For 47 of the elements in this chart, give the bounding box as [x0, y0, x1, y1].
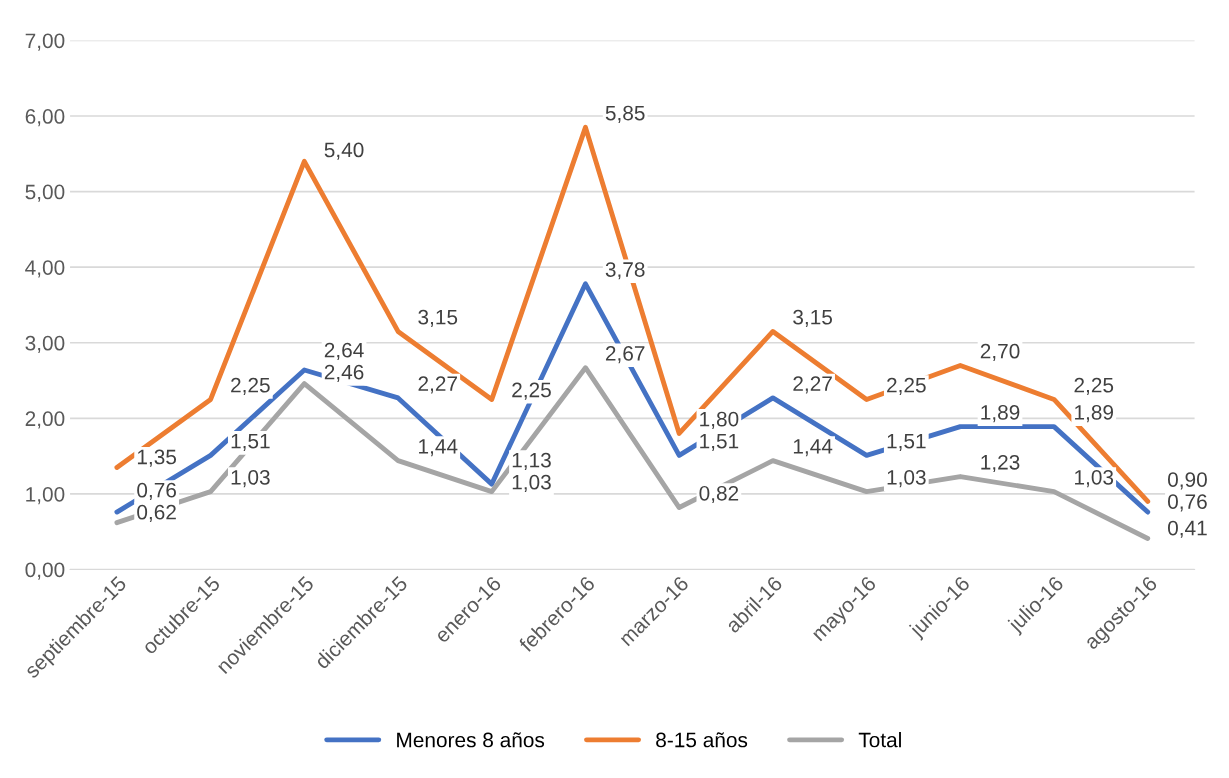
data-label: 1,23: [981, 454, 1020, 473]
data-label: 1,89: [1075, 405, 1114, 423]
data-label: 2,25: [231, 377, 270, 395]
y-tick-label: 4,00: [25, 260, 65, 278]
data-label: 3,15: [418, 309, 458, 327]
line-series: [114, 124, 1151, 504]
data-label: 2,64: [324, 342, 364, 360]
data-label: 5,40: [324, 142, 364, 160]
data-label: 2,67: [605, 346, 645, 364]
legend-label: Total: [858, 732, 901, 748]
data-label: 2,25: [512, 382, 551, 400]
legend-label: 8-15 años: [656, 732, 748, 748]
data-label: 0,90: [1167, 472, 1207, 490]
data-label: 1,03: [512, 474, 551, 493]
data-label: 1,03: [887, 469, 926, 488]
y-tick-label: 2,00: [25, 411, 65, 429]
data-label: 1,89: [981, 405, 1020, 423]
data-label: 1,35: [137, 449, 177, 467]
y-tick-label: 7,00: [25, 33, 65, 51]
legend-label: Menores 8 años: [397, 732, 545, 748]
data-label: 1,44: [793, 439, 833, 457]
y-tick-label: 3,00: [25, 335, 65, 353]
data-label: 0,76: [1167, 494, 1207, 512]
data-label: 2,70: [980, 343, 1020, 361]
data-label: 1,13: [512, 452, 551, 471]
data-label: 2,25: [1074, 377, 1114, 395]
data-label: 3,15: [793, 309, 833, 327]
y-tick-label: 5,00: [25, 184, 65, 202]
data-label: 2,27: [418, 376, 457, 394]
data-label: 1,51: [887, 433, 926, 451]
data-label: 2,46: [324, 364, 364, 382]
data-label: 0,41: [1167, 520, 1207, 538]
data-label: 1,44: [419, 439, 458, 457]
data-label: 3,78: [605, 262, 645, 280]
data-label: 1,03: [231, 469, 270, 488]
data-label: 5,85: [605, 105, 645, 123]
data-label: 1,51: [700, 433, 739, 451]
data-label: 1,51: [231, 433, 270, 451]
data-label: 2,27: [793, 376, 832, 394]
data-label: 1,03: [1075, 469, 1114, 488]
data-label: 0,62: [137, 504, 176, 522]
y-tick-label: 6,00: [25, 109, 65, 127]
data-label: 1,80: [700, 411, 739, 429]
data-label: 0,82: [699, 485, 739, 504]
data-label: 2,25: [887, 377, 926, 395]
data-label: 0,76: [137, 482, 176, 500]
y-tick-label: 1,00: [26, 486, 65, 505]
